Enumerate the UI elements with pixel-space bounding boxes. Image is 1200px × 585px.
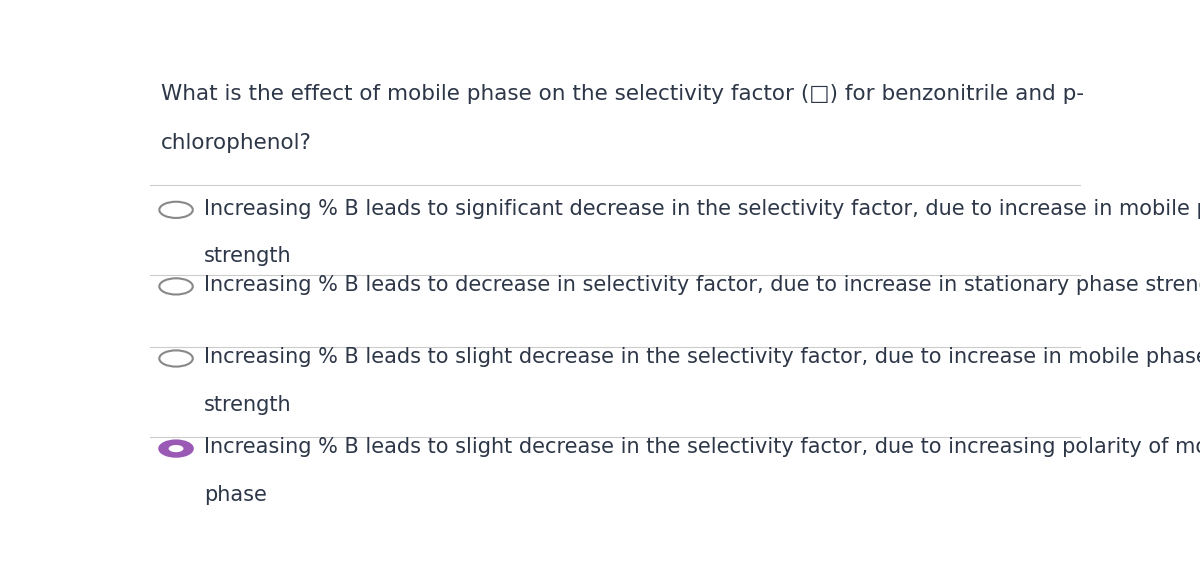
Circle shape: [160, 350, 193, 367]
Circle shape: [160, 202, 193, 218]
Text: phase: phase: [204, 484, 266, 505]
Circle shape: [168, 445, 184, 452]
Circle shape: [160, 278, 193, 294]
Text: strength: strength: [204, 246, 292, 266]
Text: chlorophenol?: chlorophenol?: [161, 133, 312, 153]
Text: What is the effect of mobile phase on the selectivity factor (□) for benzonitril: What is the effect of mobile phase on th…: [161, 84, 1084, 104]
Circle shape: [160, 441, 193, 457]
Text: strength: strength: [204, 394, 292, 415]
Text: Increasing % B leads to slight decrease in the selectivity factor, due to increa: Increasing % B leads to slight decrease …: [204, 347, 1200, 367]
Text: Increasing % B leads to slight decrease in the selectivity factor, due to increa: Increasing % B leads to slight decrease …: [204, 438, 1200, 457]
Text: Increasing % B leads to significant decrease in the selectivity factor, due to i: Increasing % B leads to significant decr…: [204, 198, 1200, 219]
Text: Increasing % B leads to decrease in selectivity factor, due to increase in stati: Increasing % B leads to decrease in sele…: [204, 275, 1200, 295]
